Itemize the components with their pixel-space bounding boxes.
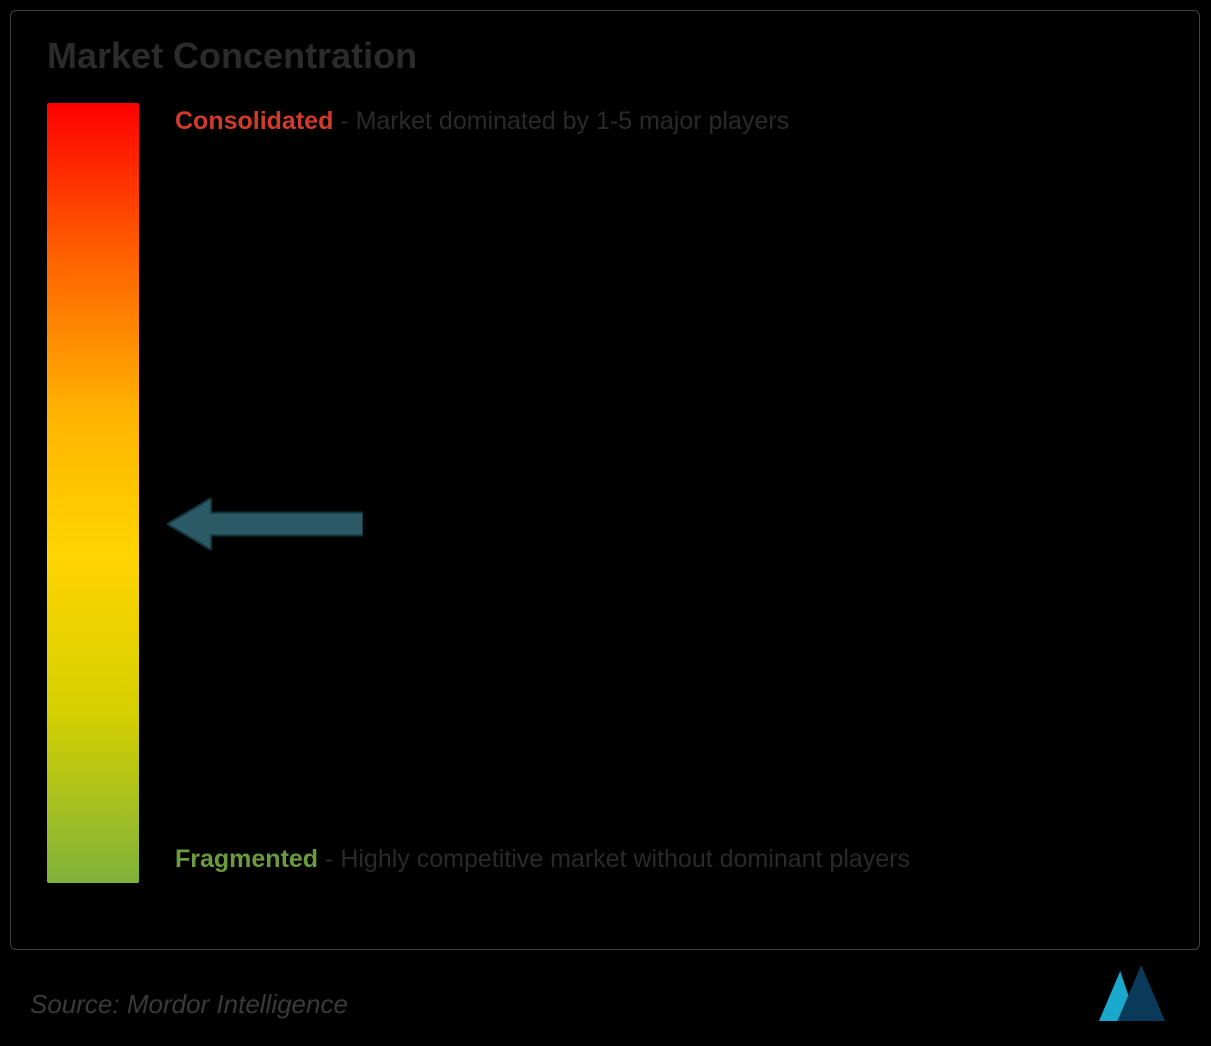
- logo-icon: [1095, 965, 1165, 1021]
- card-content: Consolidated - Market dominated by 1-5 m…: [47, 103, 1163, 883]
- labels-column: Consolidated - Market dominated by 1-5 m…: [175, 103, 1163, 883]
- gradient-bar-wrap: [47, 103, 139, 883]
- fragmented-rest: - Highly competitive market without domi…: [325, 845, 910, 873]
- fragmented-label: Fragmented - Highly competitive market w…: [175, 841, 1143, 877]
- consolidated-rest: - Market dominated by 1-5 major players: [340, 107, 789, 135]
- fragmented-key: Fragmented: [175, 845, 318, 873]
- concentration-gradient-bar: [47, 103, 139, 883]
- source-attribution: Source: Mordor Intelligence: [30, 989, 348, 1020]
- market-concentration-card: Market Concentration Consolidated - Mark…: [10, 10, 1200, 950]
- brand-logo: [1095, 965, 1165, 1026]
- card-title: Market Concentration: [47, 35, 1163, 77]
- consolidated-key: Consolidated: [175, 107, 333, 135]
- position-arrow: [167, 498, 363, 555]
- consolidated-label: Consolidated - Market dominated by 1-5 m…: [175, 103, 1143, 139]
- arrow-icon: [167, 498, 363, 550]
